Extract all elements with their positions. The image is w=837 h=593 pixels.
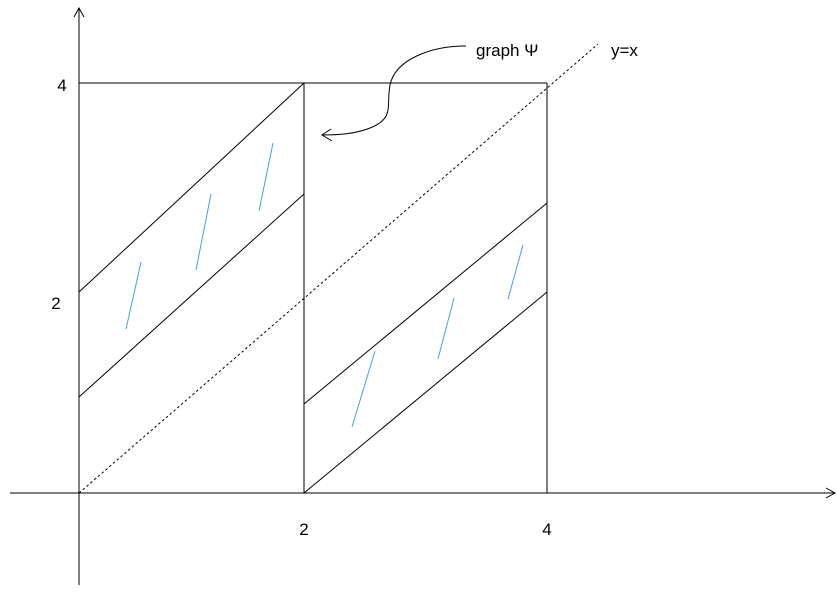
annotation-curve <box>321 45 467 136</box>
left-strip-upper-line <box>78 82 305 293</box>
left-strip-hatch <box>195 193 212 271</box>
right-strip-hatch <box>507 244 524 300</box>
x-tick-label: 2 <box>299 520 308 539</box>
left-strip-hatch <box>258 142 274 212</box>
x-axis-arrowhead <box>825 487 837 499</box>
left-strip-lower-line <box>78 193 305 398</box>
right-strip-hatch <box>351 350 376 428</box>
right-strip <box>303 202 548 494</box>
box-outline <box>79 82 548 493</box>
left-strip-hatch <box>125 261 142 330</box>
identity-line <box>78 43 599 494</box>
right-strip-hatch <box>437 297 455 360</box>
identity-line-label: y=x <box>611 41 638 60</box>
right-strip-lower-line <box>303 291 548 494</box>
left-strip <box>78 82 305 398</box>
right-strip-upper-line <box>303 202 548 405</box>
axes <box>10 6 837 585</box>
x-tick-label: 4 <box>542 520 551 539</box>
graph-annotation-arrow <box>321 45 467 142</box>
y-tick-label: 2 <box>51 294 60 313</box>
y-axis-arrowhead <box>73 6 85 18</box>
annotation-arrowhead <box>321 128 333 142</box>
graph-psi-label: graph Ψ <box>476 41 538 60</box>
y-tick-label: 4 <box>57 76 66 95</box>
